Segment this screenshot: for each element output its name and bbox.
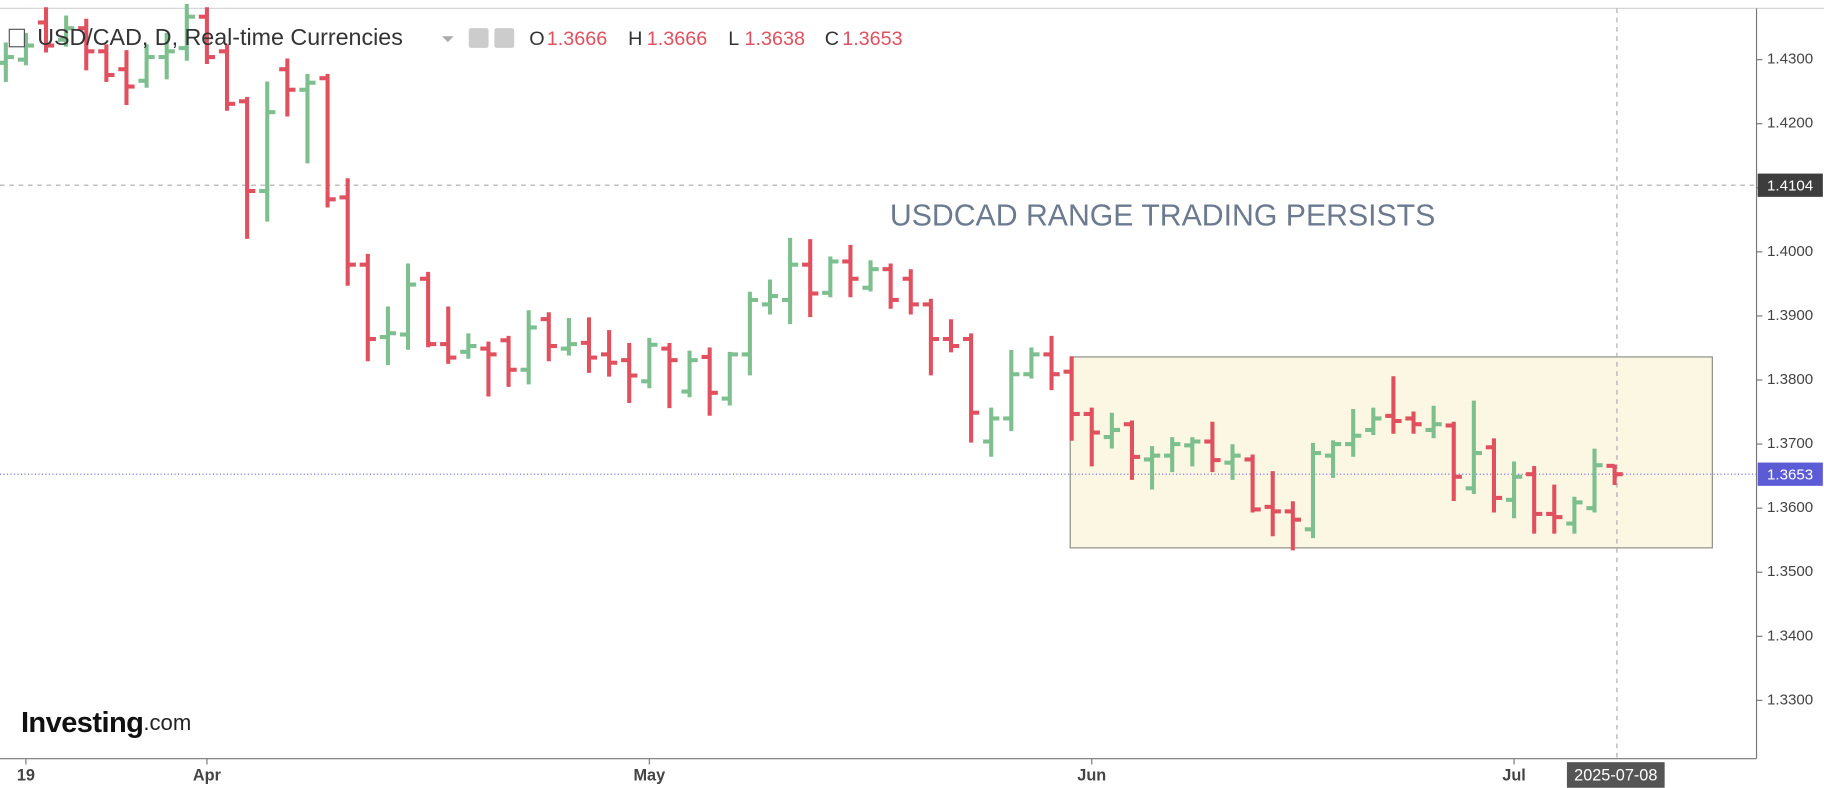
ohlc-label: O (529, 28, 544, 50)
y-tick-label: 1.3900 (1767, 307, 1813, 324)
level-label-box (1757, 173, 1823, 197)
y-tick-label: 1.4000 (1767, 243, 1813, 260)
header: USD/CAD, D, Real-time Currencies O 1.366… (8, 24, 903, 50)
collapse-icon[interactable] (8, 28, 26, 48)
y-tick-label: 1.4300 (1767, 51, 1813, 68)
ohlc-label: L (728, 28, 739, 50)
price-label-box (1757, 462, 1823, 486)
crosshair-date: 2025-07-08 (1574, 766, 1657, 784)
x-tick-label: May (634, 766, 666, 784)
y-tick-label: 1.3300 (1767, 691, 1813, 708)
y-tick-label: 1.3500 (1767, 563, 1813, 580)
y-tick-label: 1.3800 (1767, 371, 1813, 388)
x-tick-label: Jun (1077, 766, 1106, 784)
plot-area (0, 4, 1757, 759)
dropdown-arrow[interactable] (442, 36, 454, 43)
ohlc-label: C (825, 28, 839, 50)
ohlc-value: 1.3638 (744, 28, 804, 50)
y-tick-label: 1.3600 (1767, 499, 1813, 516)
annotation: USDCAD RANGE TRADING PERSISTS (890, 200, 1435, 233)
logo-suffix: .com (143, 710, 191, 735)
range-box (1069, 356, 1713, 549)
chart-title: USD/CAD, D, Real-time Currencies (37, 24, 403, 50)
x-tick-label: Jul (1502, 766, 1526, 784)
crosshair-date-box (1566, 762, 1665, 788)
x-tick-label: 19 (17, 766, 35, 784)
settings-icon[interactable] (468, 28, 489, 48)
logo-brand: Investing (21, 706, 143, 738)
y-tick-label: 1.3700 (1767, 435, 1813, 452)
settings-icon[interactable] (494, 28, 515, 48)
logo: Investing.com (21, 706, 191, 738)
y-tick-label: 1.3400 (1767, 627, 1813, 644)
x-tick-label: Apr (193, 766, 222, 784)
level-label: 1.4104 (1767, 177, 1813, 194)
ohlc-label: H (628, 28, 642, 50)
price-label: 1.3653 (1767, 466, 1813, 483)
ohlc-value: 1.3666 (647, 28, 707, 50)
ohlc-value: 1.3653 (842, 28, 902, 50)
ohlc-value: 1.3666 (547, 28, 607, 50)
y-tick-label: 1.4200 (1767, 115, 1813, 132)
